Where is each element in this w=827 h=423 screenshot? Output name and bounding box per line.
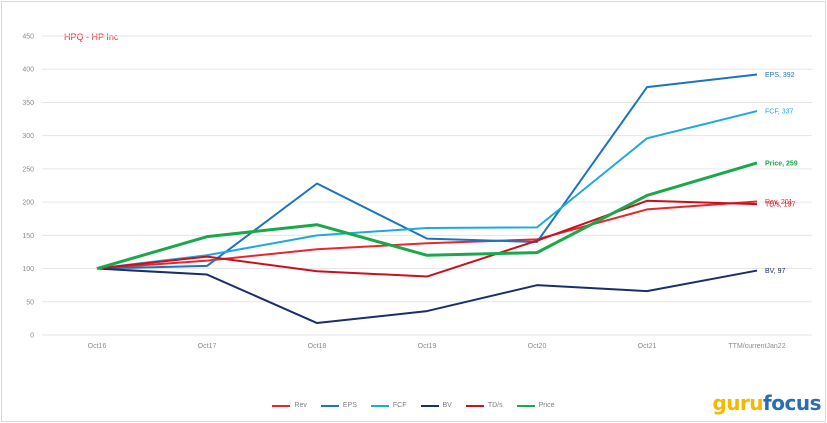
legend-item: EPS [320,402,357,409]
x-tick-label: Oct21 [638,343,657,350]
data-label: BV, 97 [765,268,785,275]
x-tick-label: TTM/currentJan22 [728,343,785,350]
data-label: FCF, 337 [765,109,794,116]
legend-item: Price [516,402,555,409]
legend-item: FCF [370,402,407,409]
x-tick-label: Oct18 [308,343,327,350]
data-label: Price, 259 [765,160,798,167]
y-tick-label: 50 [26,299,34,306]
legend-item: BV [420,402,452,409]
legend-swatch [465,404,484,407]
logo-part1: guru [712,391,764,415]
series-line-td-s [96,199,758,278]
gurufocus-logo: gurufocus [712,391,821,415]
y-tick-label: 0 [30,333,34,340]
y-tick-label: 100 [22,266,34,273]
x-tick-label: Oct19 [418,343,437,350]
series-line-rev [96,200,758,270]
chart-title: HPQ - HP Inc [64,32,119,42]
y-tick-label: 400 [22,67,34,74]
legend-swatch [420,404,439,407]
legend-swatch [272,404,291,407]
series-line-eps [96,73,758,270]
x-tick-label: Oct17 [198,343,217,350]
x-tick-label: Oct16 [88,343,107,350]
data-label: Rev, 201 [765,199,793,206]
legend-item: TD/s [465,402,503,409]
y-tick-label: 300 [22,133,34,140]
series-line-fcf [96,110,758,270]
y-tick-label: 350 [22,100,34,107]
series-line-price [96,161,758,270]
chart-legend: Rev EPS FCF BV TD/s Price [0,402,827,409]
legend-swatch [320,404,339,407]
legend-label: TD/s [487,402,503,409]
x-tick-label: Oct20 [528,343,547,350]
logo-part2: focus [763,391,821,415]
y-tick-label: 200 [22,200,34,207]
data-label: EPS, 392 [765,72,795,79]
data-label: TD/s, 197 [765,202,795,209]
series-line-bv [96,267,758,325]
y-tick-label: 450 [22,34,34,41]
legend-label: FCF [392,402,407,409]
legend-item: Rev [272,402,307,409]
legend-label: BV [442,402,452,409]
legend-label: EPS [342,402,357,409]
y-tick-label: 150 [22,233,34,240]
legend-swatch [516,404,535,407]
legend-label: Rev [294,402,307,409]
y-tick-label: 250 [22,166,34,173]
legend-label: Price [538,402,555,409]
legend-swatch [370,404,389,407]
